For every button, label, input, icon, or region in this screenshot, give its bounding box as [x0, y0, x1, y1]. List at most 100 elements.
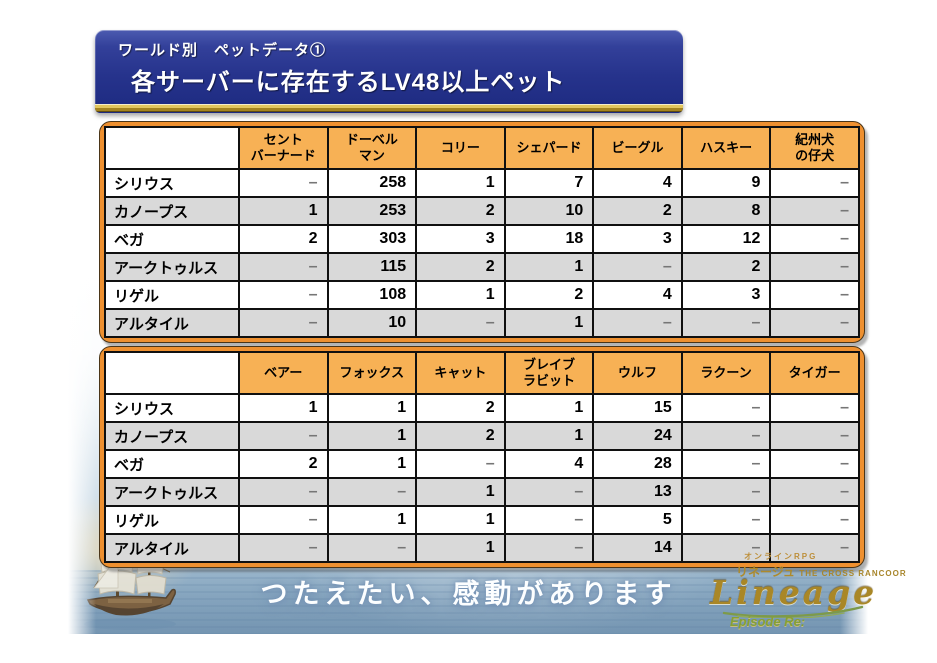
count-cell: – [238, 505, 329, 535]
count-cell: 9 [680, 168, 772, 198]
count-cell: 303 [326, 224, 418, 254]
lineage-logo: オンラインRPG リネージュ THE CROSS RANCOOR Lineage… [704, 552, 906, 629]
count-cell: – [769, 393, 860, 423]
count-cell: 2 [503, 280, 595, 310]
count-cell: 15 [592, 393, 683, 423]
column-header: シェパード [503, 126, 595, 170]
count-cell: 24 [592, 421, 683, 451]
pet-data-table: ベアー フォックス キャット ブレイブ ラビット ウルフ ラクーン タイガー シリウス 1 1 2 1… [104, 351, 860, 563]
column-header: ハスキー [680, 126, 772, 170]
count-cell: 4 [592, 168, 683, 198]
count-cell: – [769, 280, 860, 310]
logo-laurel-swoosh-icon [722, 605, 864, 618]
count-cell: 108 [326, 280, 418, 310]
server-name-cell: カノープス [104, 421, 240, 451]
count-cell: 115 [326, 252, 418, 282]
count-cell: – [592, 308, 683, 338]
count-cell: 1 [415, 505, 506, 535]
count-cell: – [680, 393, 772, 423]
slide-kicker: ワールド別 ペットデータ① [118, 42, 327, 59]
table-row: アルタイル –10–1– – – [104, 308, 860, 338]
count-cell: – [769, 252, 860, 282]
server-name-cell: カノープス [104, 196, 240, 226]
count-cell: 2 [238, 449, 329, 479]
count-cell: – [769, 477, 860, 507]
count-cell: 18 [503, 224, 595, 254]
server-name-cell: アルタイル [104, 533, 240, 563]
count-cell: 2 [415, 393, 506, 423]
count-cell: 1 [238, 196, 329, 226]
server-name-cell: ベガ [104, 224, 240, 254]
server-name-cell: シリウス [104, 168, 240, 198]
server-name-cell: ベガ [104, 449, 240, 479]
server-name-cell: シリウス [104, 393, 240, 423]
table-row: ベガ 2 303 3 18 3 12– [104, 224, 860, 254]
count-cell: 253 [326, 196, 418, 226]
count-cell: – [415, 308, 506, 338]
table-row: リゲル –108 1 2 4 3– [104, 280, 860, 310]
dog-pets-table: セント バーナード ドーベル マン コリー シェパード ビーグル ハスキー 紀州犬 の仔犬シ… [99, 121, 865, 343]
column-header: ブレイブ ラビット [503, 351, 595, 395]
count-cell: 1 [503, 252, 595, 282]
count-cell: 1 [503, 421, 595, 451]
count-cell: – [769, 505, 860, 535]
column-header: タイガー [769, 351, 860, 395]
table-row: カノープス 1 253 2 10 2 8– [104, 196, 860, 226]
count-cell: – [680, 533, 772, 563]
count-cell: – [503, 477, 595, 507]
count-cell: – [592, 252, 683, 282]
title-banner: ワールド別 ペットデータ① 各サーバーに存在するLV48以上ペット [95, 30, 683, 113]
header-row: ベアー フォックス キャット ブレイブ ラビット ウルフ ラクーン タイガー [104, 351, 860, 395]
column-header: ビーグル [592, 126, 683, 170]
table-row: アルタイル – –1–14– – [104, 533, 860, 563]
column-header: コリー [415, 126, 506, 170]
count-cell: 1 [415, 280, 506, 310]
count-cell: – [769, 449, 860, 479]
logo-wordmark: Lineage [710, 573, 878, 613]
count-cell: – [238, 280, 329, 310]
count-cell: 1 [415, 168, 506, 198]
table-row: シリウス 1 1 2 1 15– – [104, 393, 860, 423]
pet-data-table: セント バーナード ドーベル マン コリー シェパード ビーグル ハスキー 紀州犬 の仔犬シ… [104, 126, 860, 338]
corner-cell [104, 351, 240, 395]
count-cell: 4 [503, 449, 595, 479]
count-cell: 14 [592, 533, 683, 563]
count-cell: – [769, 308, 860, 338]
count-cell: – [238, 421, 329, 451]
count-cell: 28 [592, 449, 683, 479]
count-cell: – [238, 252, 329, 282]
tagline: つたえたい、感動があります [260, 579, 677, 610]
count-cell: – [680, 505, 772, 535]
banner-gold-bar [95, 104, 683, 113]
count-cell: – [769, 168, 860, 198]
server-name-cell: リゲル [104, 280, 240, 310]
table-row: カノープス –1 2 1 24– – [104, 421, 860, 451]
server-name-cell: アークトゥルス [104, 477, 240, 507]
count-cell: 1 [326, 421, 418, 451]
count-cell: 1 [415, 533, 506, 563]
count-cell: 2 [680, 252, 772, 282]
count-cell: 3 [680, 280, 772, 310]
logo-episode: Episode Re: [730, 613, 806, 629]
count-cell: – [769, 421, 860, 451]
count-cell: 2 [592, 196, 683, 226]
count-cell: – [415, 449, 506, 479]
count-cell: – [769, 196, 860, 226]
logo-katakana: リネージュ [736, 564, 795, 579]
column-header: セント バーナード [238, 126, 329, 170]
table-row: アークトゥルス –115 2 1–2– [104, 252, 860, 282]
corner-cell [104, 126, 240, 170]
count-cell: 258 [326, 168, 418, 198]
count-cell: 12 [680, 224, 772, 254]
count-cell: – [238, 308, 329, 338]
count-cell: 10 [326, 308, 418, 338]
slide-title: 各サーバーに存在するLV48以上ペット [131, 69, 566, 96]
header-row: セント バーナード ドーベル マン コリー シェパード ビーグル ハスキー 紀州犬 の仔犬 [104, 126, 860, 170]
count-cell: 2 [238, 224, 329, 254]
count-cell: 1 [326, 505, 418, 535]
column-header: フォックス [326, 351, 418, 395]
table-row: シリウス –258 1 7 4 9– [104, 168, 860, 198]
column-header: 紀州犬 の仔犬 [769, 126, 860, 170]
server-name-cell: アルタイル [104, 308, 240, 338]
count-cell: 3 [415, 224, 506, 254]
